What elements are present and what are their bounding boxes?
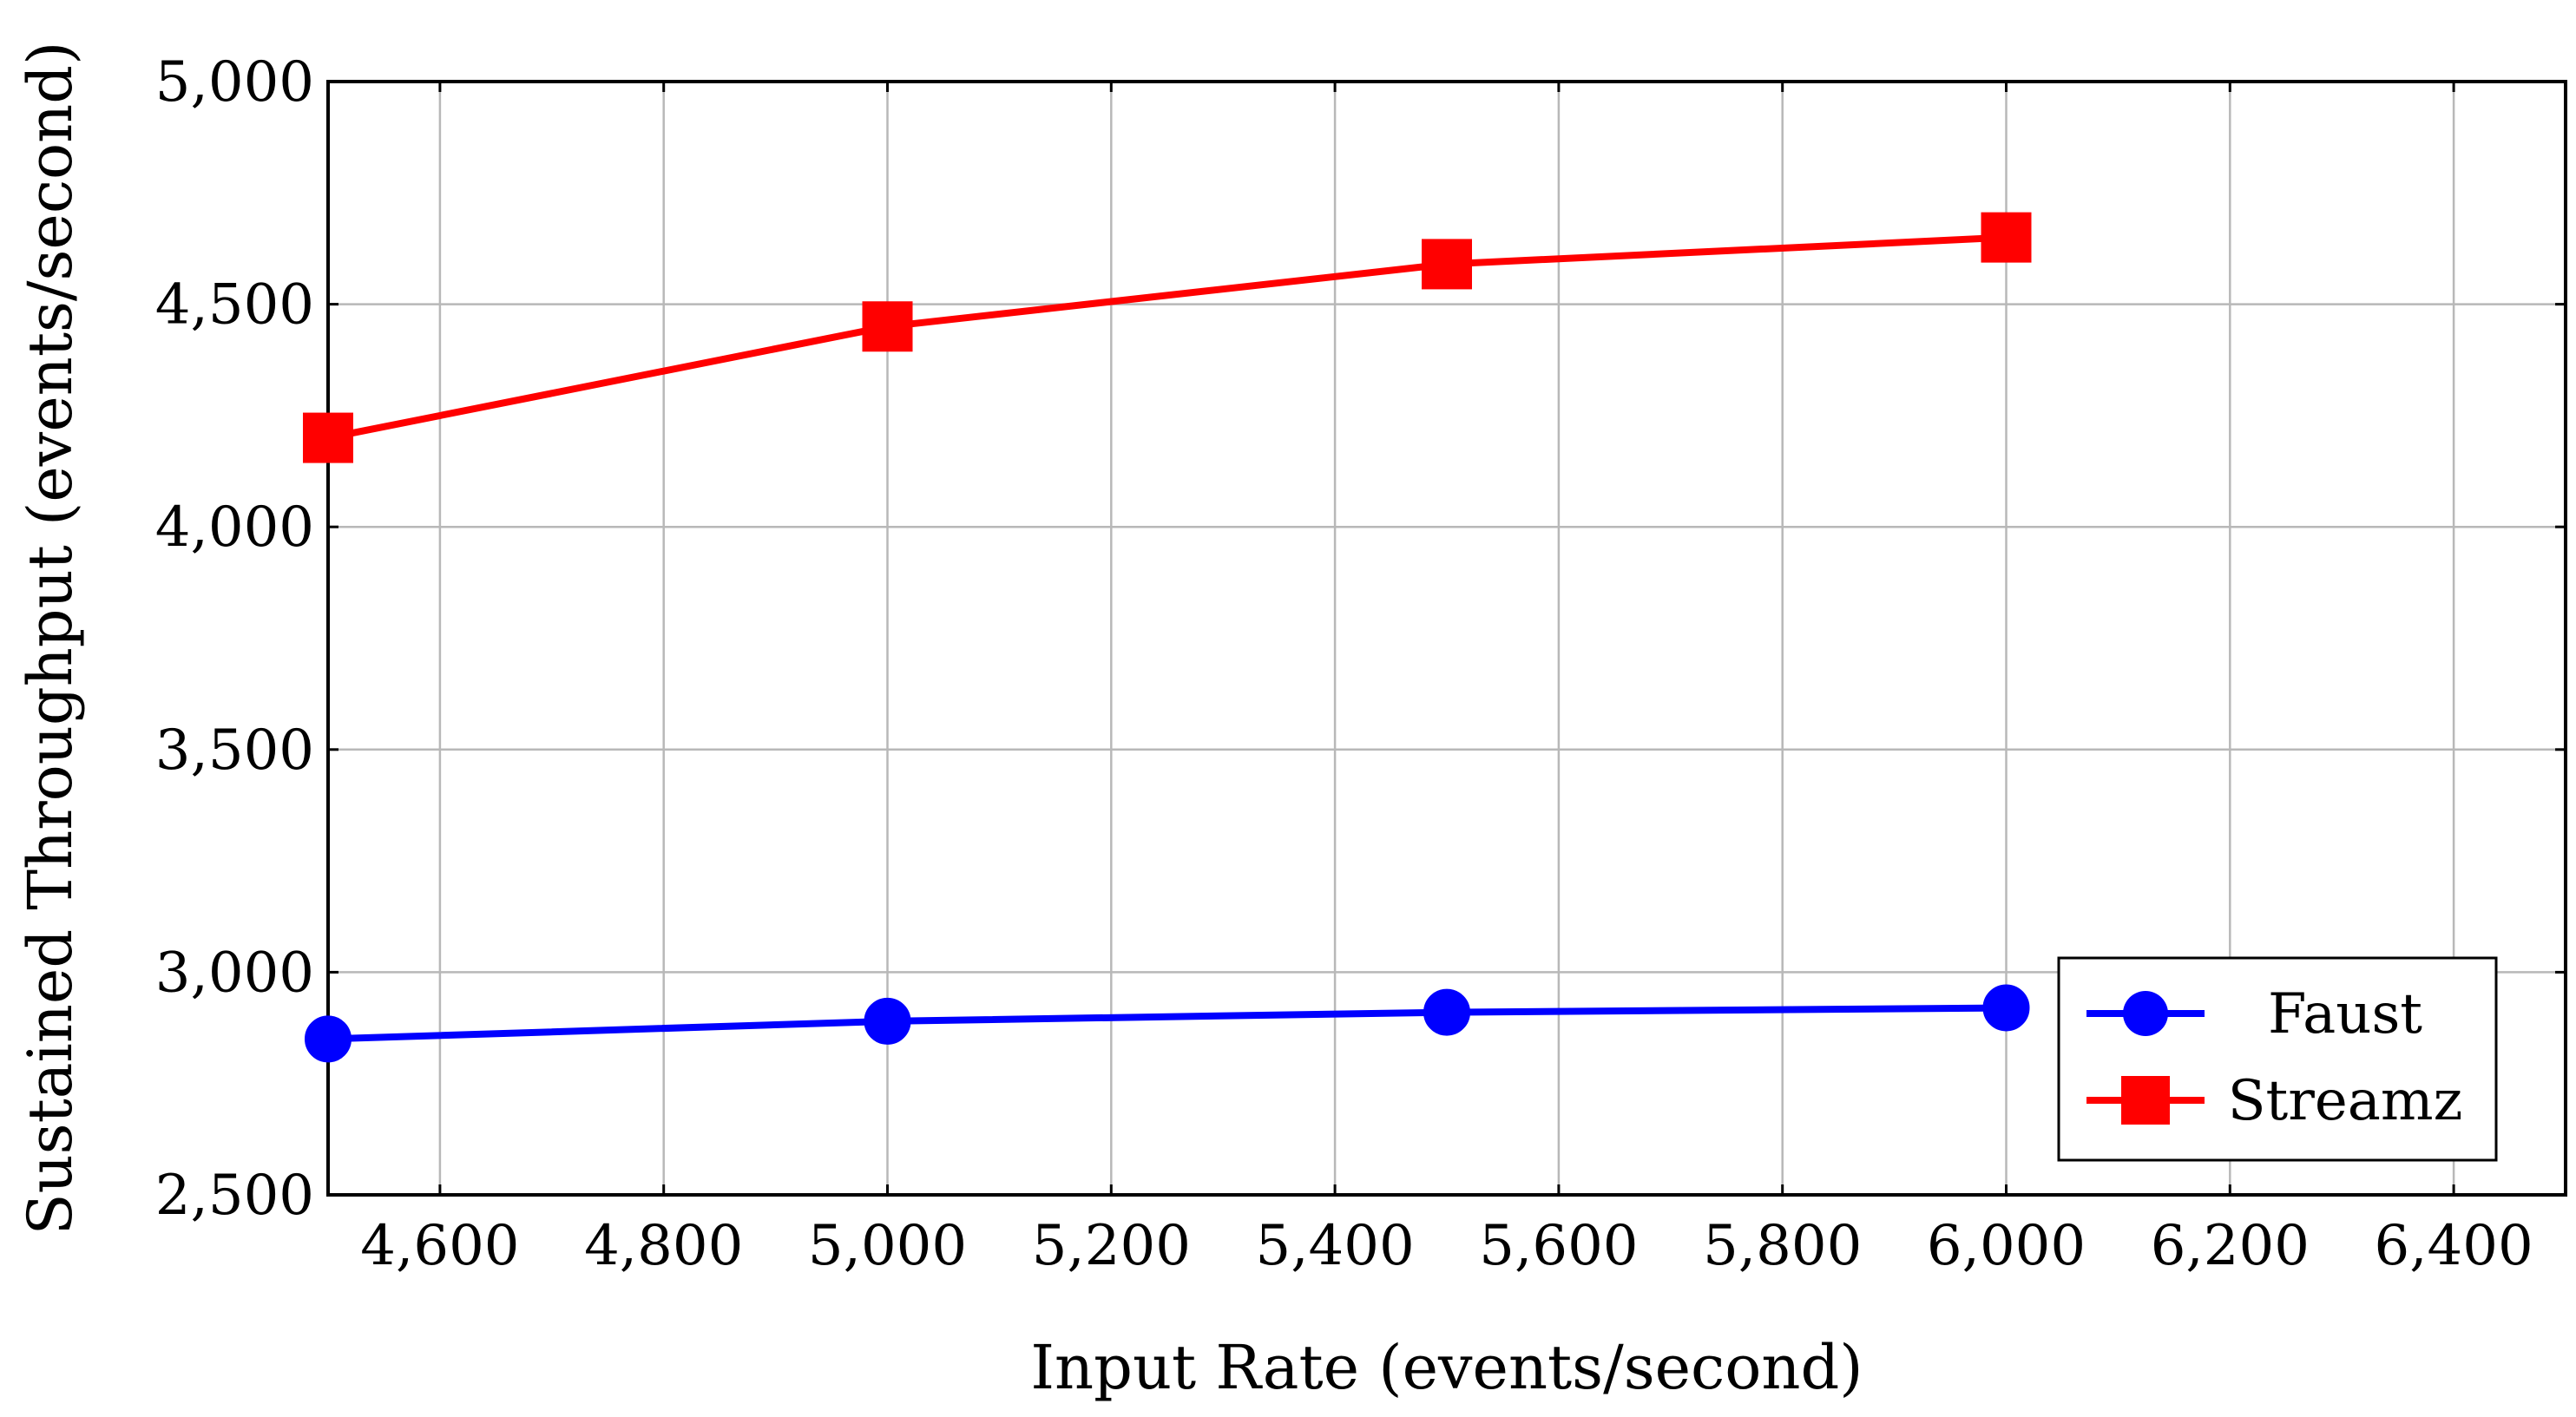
y-tick-label: 4,000: [155, 495, 314, 560]
data-point-faust: [305, 1015, 352, 1063]
x-tick-label: 5,800: [1703, 1214, 1862, 1278]
data-point-streamz: [1981, 212, 2032, 263]
x-tick-label: 5,200: [1032, 1214, 1191, 1278]
x-tick-label: 5,000: [808, 1214, 967, 1278]
y-tick-label: 4,500: [155, 273, 314, 338]
legend-marker-faust: [2123, 991, 2168, 1036]
axis-ticks: 4,600 4,800 5,000 5,200 5,400 5,600 5,800 6,000…: [155, 50, 2566, 1278]
x-tick-label: 4,800: [584, 1214, 743, 1278]
x-tick-label: 6,000: [1927, 1214, 2086, 1278]
y-tick-label: 2,500: [155, 1164, 314, 1228]
data-point-faust: [1982, 984, 2030, 1032]
x-tick-label: 5,400: [1255, 1214, 1414, 1278]
series-layer: [303, 212, 2032, 1063]
x-tick-label: 6,400: [2374, 1214, 2533, 1278]
x-axis-label: Input Rate (events/second): [1030, 1332, 1863, 1403]
x-tick-label: 5,600: [1479, 1214, 1638, 1278]
series-faust: [305, 984, 2030, 1063]
plot-frame: [326, 80, 2567, 1197]
legend-box: [2057, 956, 2498, 1162]
data-point-streamz: [862, 301, 913, 352]
y-tick-label: 3,500: [155, 718, 314, 783]
series-line-streamz: [327, 233, 2007, 442]
data-point-faust: [864, 997, 911, 1045]
data-point-streamz: [303, 412, 353, 463]
y-tick-label: 5,000: [155, 50, 314, 115]
legend-label-streamz: Streamz: [2228, 1069, 2463, 1133]
data-point-streamz: [1422, 239, 1472, 290]
legend-label-faust: Faust: [2268, 982, 2422, 1046]
y-tick-label: 3,000: [155, 941, 314, 1005]
y-axis-label: Sustained Throughput (events/second): [15, 42, 86, 1236]
data-point-faust: [1423, 988, 1470, 1036]
series-line-faust: [327, 1004, 2007, 1043]
x-tick-label: 4,600: [360, 1214, 519, 1278]
x-tick-label: 6,200: [2151, 1214, 2310, 1278]
legend: Faust Streamz: [2057, 956, 2498, 1162]
series-streamz: [303, 212, 2032, 463]
legend-marker-streamz: [2121, 1076, 2170, 1125]
